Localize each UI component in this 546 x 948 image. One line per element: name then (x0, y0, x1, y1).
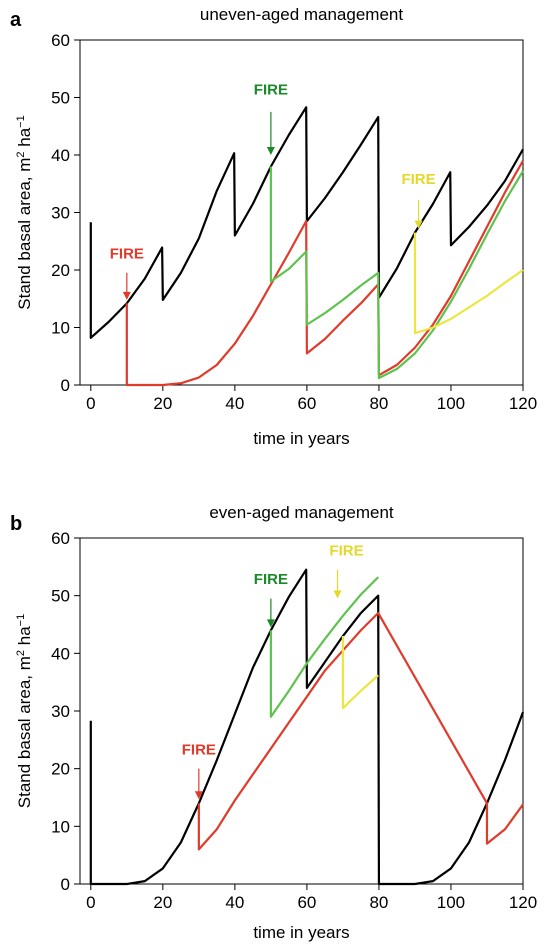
y-tick-label: 60 (51, 31, 70, 50)
fire-arrow-head (414, 220, 423, 229)
fire-label: FIRE (110, 246, 144, 263)
series-line-green (269, 166, 524, 380)
y-axis-label-main: Stand basal area, m (15, 656, 34, 808)
y-tick-label: 10 (51, 319, 70, 338)
series-line-green (269, 576, 379, 718)
series-line-yellow (413, 232, 524, 335)
y-axis-label: Stand basal area, m2 ha−1 (15, 115, 34, 309)
y-axis-label-sup: 2 (15, 151, 27, 157)
y-tick-label: 30 (51, 702, 70, 721)
panel-letter: b (10, 513, 22, 535)
x-axis-label: time in years (253, 429, 349, 448)
x-tick-label: 120 (509, 893, 537, 912)
x-tick-label: 0 (86, 893, 95, 912)
y-axis-label-unit: ha (15, 127, 34, 151)
panel-letter: a (10, 9, 22, 31)
y-tick-label: 50 (51, 89, 70, 108)
x-tick-label: 80 (369, 893, 388, 912)
y-axis-label-sup: −1 (15, 115, 27, 128)
x-tick-label: 20 (153, 893, 172, 912)
chart-panel-a: a uneven-aged management 0 20 40 60 80 100 120 0 1… (10, 5, 537, 448)
chart-title: even-aged management (209, 503, 394, 522)
y-axis-label-unit: ha (15, 626, 34, 650)
fire-arrow-head (194, 791, 203, 800)
y-axis-label-main: Stand basal area, m (15, 158, 34, 310)
x-tick-label: 120 (509, 394, 537, 413)
y-tick-label: 10 (51, 817, 70, 836)
fire-label: FIRE (329, 542, 363, 559)
x-axis-label: time in years (253, 923, 349, 942)
fire-arrow-head (122, 291, 131, 300)
series-line-red (125, 160, 524, 387)
x-tick-label: 60 (297, 893, 316, 912)
chart-title: uneven-aged management (200, 5, 403, 24)
x-tick-label: 40 (225, 394, 244, 413)
plot-frame (79, 39, 524, 386)
fire-label: FIRE (401, 171, 435, 188)
plot-frame (79, 537, 524, 885)
y-tick-label: 40 (51, 146, 70, 165)
x-tick-label: 60 (297, 394, 316, 413)
fire-arrow-head (333, 590, 342, 599)
x-tick-label: 80 (369, 394, 388, 413)
x-tick-label: 100 (437, 394, 465, 413)
y-axis-label: Stand basal area, m2 ha−1 (15, 614, 34, 808)
y-tick-label: 20 (51, 760, 70, 779)
y-tick-label: 30 (51, 204, 70, 223)
fire-arrow-head (266, 147, 275, 155)
series-line-red (197, 611, 524, 851)
y-tick-label: 50 (51, 587, 70, 606)
x-tick-label: 0 (86, 394, 95, 413)
series-line-black (89, 568, 525, 886)
y-axis-label-sup: −1 (15, 614, 27, 627)
chart-panel-b: b even-aged management 0 20 40 60 80 100 120 0 10 2… (10, 503, 537, 942)
series-line-yellow (341, 636, 379, 710)
fire-label: FIRE (254, 82, 288, 99)
y-axis-label-sup: 2 (15, 650, 27, 656)
fire-label: FIRE (254, 571, 288, 588)
fire-label: FIRE (182, 741, 216, 758)
y-tick-label: 0 (61, 376, 70, 395)
y-tick-label: 40 (51, 644, 70, 663)
y-tick-label: 20 (51, 261, 70, 280)
fire-arrow-head (266, 619, 275, 628)
y-tick-label: 60 (51, 529, 70, 548)
series-line-black (89, 106, 524, 339)
x-tick-label: 40 (225, 893, 244, 912)
x-tick-label: 20 (153, 394, 172, 413)
y-tick-label: 0 (61, 875, 70, 894)
x-tick-label: 100 (437, 893, 465, 912)
